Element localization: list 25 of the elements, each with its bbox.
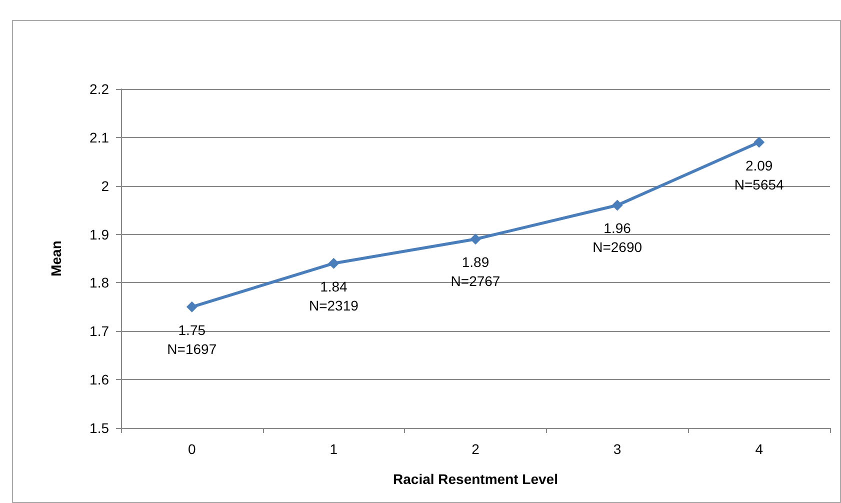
data-label: 1.84 N=2319 xyxy=(308,278,359,314)
data-label: 1.75 N=1697 xyxy=(167,322,217,357)
y-tick-label: 1.6 xyxy=(90,372,110,388)
x-tick-label: 4 xyxy=(755,441,764,457)
data-label: 2.09 N=5654 xyxy=(734,157,784,192)
point xyxy=(328,258,340,269)
data-label: 1.96 N=2690 xyxy=(592,220,642,256)
y-tick-label: 1.7 xyxy=(90,323,110,340)
data-label: 1.89 N=2767 xyxy=(450,254,500,290)
x-tick-label: 2 xyxy=(472,441,480,457)
x-tick-label: 3 xyxy=(613,441,622,457)
y-tick-label: 1.9 xyxy=(90,226,110,242)
x-tick-label: 0 xyxy=(188,441,196,457)
point xyxy=(754,136,765,148)
y-tick-label: 1.5 xyxy=(90,420,110,436)
y-axis-title: Mean xyxy=(48,240,64,276)
y-tick-label: 1.8 xyxy=(90,274,110,291)
point xyxy=(186,301,198,312)
x-tick-label: 1 xyxy=(330,441,338,457)
y-tick-label: 2.2 xyxy=(90,81,110,97)
y-tick-label: 2 xyxy=(101,178,110,194)
x-axis-title: Racial Resentment Level xyxy=(393,471,558,487)
point xyxy=(612,200,623,211)
point xyxy=(470,234,481,245)
y-tick-label: 2.1 xyxy=(90,129,110,146)
